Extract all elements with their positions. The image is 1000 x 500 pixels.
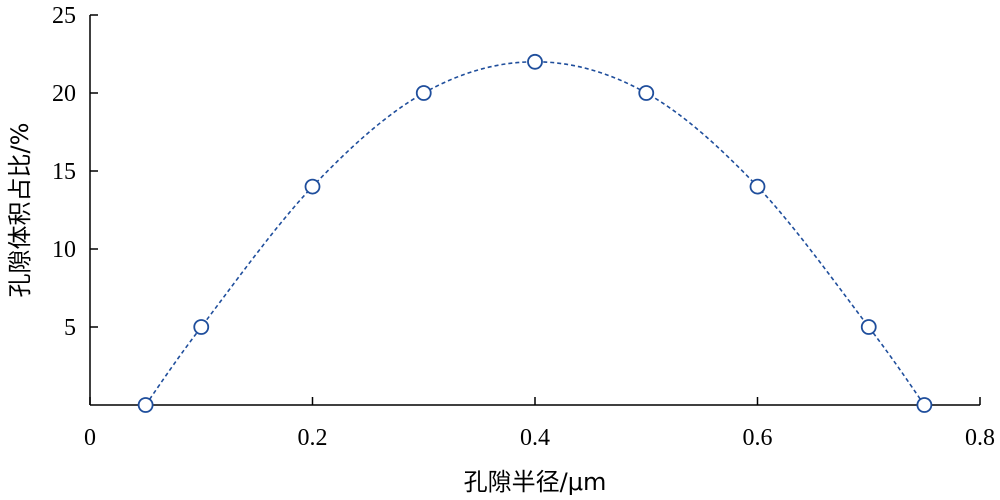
series-line bbox=[144, 60, 926, 406]
data-point-marker bbox=[527, 53, 543, 70]
data-point-marker bbox=[193, 319, 210, 335]
data-point-marker bbox=[916, 397, 933, 413]
x-tick-label: 0.4 bbox=[520, 425, 550, 451]
data-point-marker bbox=[749, 178, 766, 195]
series-layer bbox=[137, 53, 933, 413]
y-tick-label: 10 bbox=[52, 237, 76, 263]
y-tick-label: 5 bbox=[64, 315, 76, 341]
y-axis-title: 孔隙体积占比/% bbox=[6, 123, 34, 298]
x-tick-label: 0.8 bbox=[965, 425, 995, 451]
data-point-marker bbox=[137, 397, 154, 413]
y-tick-label: 25 bbox=[52, 3, 76, 29]
x-tick-label: 0.2 bbox=[298, 425, 328, 451]
x-axis-title: 孔隙半径/μm bbox=[464, 468, 607, 496]
data-point-marker bbox=[860, 319, 877, 335]
data-point-marker bbox=[415, 85, 432, 101]
y-tick-label: 20 bbox=[52, 81, 76, 107]
data-point-marker bbox=[638, 85, 655, 101]
data-point-marker bbox=[304, 178, 321, 195]
y-tick-label: 15 bbox=[52, 159, 76, 185]
x-tick-label: 0 bbox=[84, 425, 96, 451]
axes bbox=[89, 15, 980, 406]
ticks: 0 0.2 0.4 0.6 0.8 5 10 15 20 25 bbox=[52, 3, 995, 451]
x-tick-label: 0.6 bbox=[743, 425, 773, 451]
